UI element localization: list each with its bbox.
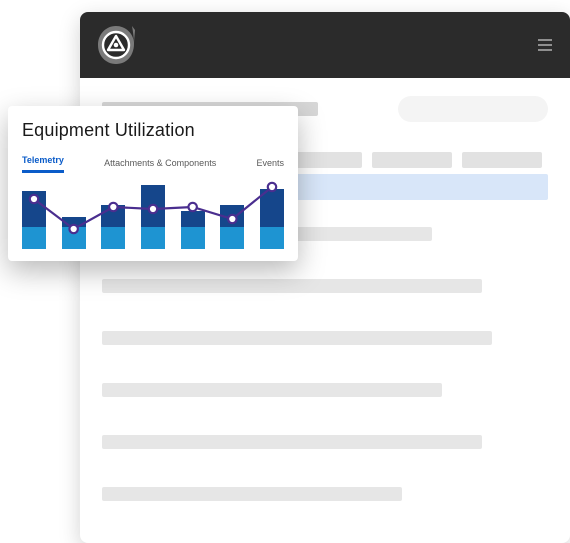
bar-segment-bottom bbox=[181, 227, 205, 249]
content-row-5 bbox=[102, 478, 548, 510]
bar-segment-top bbox=[260, 189, 284, 227]
bar-segment-bottom bbox=[220, 227, 244, 249]
content-placeholder bbox=[102, 279, 482, 293]
page-tab-4[interactable] bbox=[462, 152, 542, 168]
card-title: Equipment Utilization bbox=[22, 120, 284, 141]
content-placeholder bbox=[102, 435, 482, 449]
content-placeholder bbox=[102, 487, 402, 501]
bar-5 bbox=[220, 205, 244, 249]
bar-segment-top bbox=[181, 211, 205, 227]
topbar bbox=[80, 12, 570, 78]
bar-segment-bottom bbox=[260, 227, 284, 249]
content-row-2 bbox=[102, 322, 548, 354]
bar-segment-bottom bbox=[141, 227, 165, 249]
bar-0 bbox=[22, 191, 46, 249]
content-rows bbox=[102, 218, 548, 510]
bar-3 bbox=[141, 185, 165, 249]
content-row-1 bbox=[102, 270, 548, 302]
bar-segment-top bbox=[141, 185, 165, 227]
bar-segment-top bbox=[22, 191, 46, 227]
bar-segment-bottom bbox=[22, 227, 46, 249]
card-tabs: Telemetry Attachments & Components Events bbox=[22, 155, 284, 173]
content-placeholder bbox=[102, 331, 492, 345]
search-placeholder[interactable] bbox=[398, 96, 548, 122]
utilization-chart bbox=[22, 177, 284, 249]
menu-icon[interactable] bbox=[538, 39, 552, 51]
bar-segment-bottom bbox=[62, 227, 86, 249]
bar-segment-top bbox=[62, 217, 86, 227]
bar-segment-bottom bbox=[101, 227, 125, 249]
bar-1 bbox=[62, 217, 86, 249]
content-row-3 bbox=[102, 374, 548, 406]
bar-4 bbox=[181, 211, 205, 249]
bar-2 bbox=[101, 205, 125, 249]
bar-6 bbox=[260, 189, 284, 249]
util-tab-telemetry[interactable]: Telemetry bbox=[22, 155, 64, 173]
content-placeholder bbox=[102, 383, 442, 397]
bar-segment-top bbox=[220, 205, 244, 227]
page-card bbox=[80, 12, 570, 543]
logo bbox=[94, 23, 138, 67]
page-tab-3[interactable] bbox=[372, 152, 452, 168]
content-row-4 bbox=[102, 426, 548, 458]
equipment-utilization-card: Equipment Utilization Telemetry Attachmen… bbox=[8, 106, 298, 261]
util-tab-events[interactable]: Events bbox=[256, 158, 284, 173]
util-tab-attachments-components[interactable]: Attachments & Components bbox=[104, 158, 216, 173]
bar-segment-top bbox=[101, 205, 125, 227]
steering-wheel-icon bbox=[94, 23, 138, 67]
